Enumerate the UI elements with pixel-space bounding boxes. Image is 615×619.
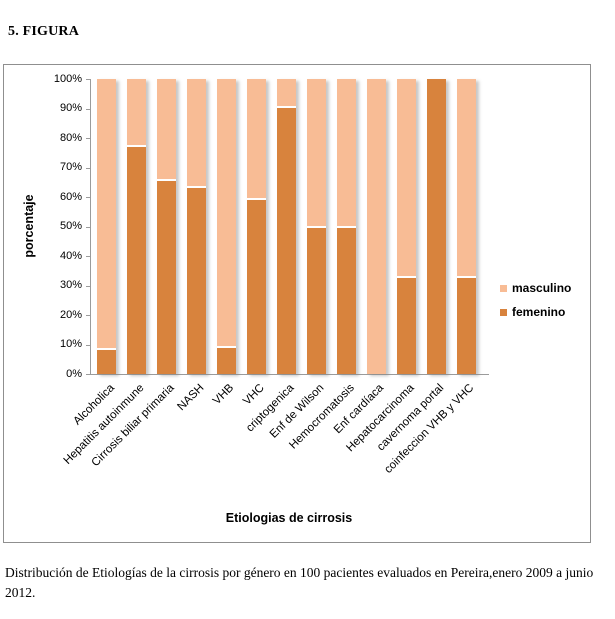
bar	[187, 79, 206, 374]
bar-segment-masculino	[307, 79, 326, 226]
y-tick-mark	[86, 344, 90, 346]
legend-marker-icon	[500, 308, 507, 316]
bar-segment-femenino	[307, 226, 326, 374]
y-tick-mark	[86, 108, 90, 110]
bar-segment-masculino	[157, 79, 176, 179]
bar	[367, 79, 386, 374]
bar-segment-masculino	[367, 79, 386, 374]
bar	[157, 79, 176, 374]
bar-segment-femenino	[187, 186, 206, 374]
legend-label: femenino	[512, 305, 566, 319]
y-tick-label: 100%	[53, 72, 82, 85]
bar-segment-femenino	[397, 276, 416, 374]
bar-segment-masculino	[397, 79, 416, 276]
bar-segment-femenino	[247, 198, 266, 374]
chart: porcentaje Etiologias de cirrosis mascul…	[3, 64, 591, 543]
bar-segment-masculino	[457, 79, 476, 276]
bar	[97, 79, 116, 374]
y-tick-label: 80%	[59, 131, 82, 144]
legend-item: femenino	[500, 305, 571, 319]
bar-segment-masculino	[247, 79, 266, 198]
bar	[427, 79, 446, 374]
bar-segment-femenino	[427, 79, 446, 374]
y-tick-mark	[86, 138, 90, 139]
bar-segment-femenino	[337, 226, 356, 374]
y-tick-mark	[86, 167, 90, 169]
y-tick-label: 0%	[66, 367, 82, 380]
x-tick-label: NASH	[175, 382, 207, 414]
bar	[397, 79, 416, 374]
bar	[247, 79, 266, 374]
bar-segment-femenino	[157, 179, 176, 374]
bar-segment-femenino	[217, 346, 236, 374]
y-tick-label: 70%	[59, 161, 82, 173]
bar-segment-masculino	[217, 79, 236, 346]
bar-segment-masculino	[127, 79, 146, 145]
bar-segment-masculino	[277, 79, 296, 106]
x-axis-title: Etiologias de cirrosis	[225, 511, 353, 525]
bar-segment-femenino	[457, 276, 476, 374]
y-tick-label: 60%	[59, 190, 82, 203]
y-tick-label: 50%	[59, 220, 82, 232]
bar-segment-masculino	[187, 79, 206, 186]
y-tick-mark	[86, 79, 90, 80]
y-tick-label: 20%	[59, 308, 82, 321]
bar	[307, 79, 326, 374]
legend: masculino femenino	[500, 281, 571, 329]
y-tick-label: 90%	[59, 102, 82, 114]
bar-segment-femenino	[97, 348, 116, 374]
plot-area	[90, 79, 489, 375]
bar-segment-femenino	[127, 145, 146, 374]
legend-item: masculino	[500, 281, 571, 295]
y-tick-label: 10%	[59, 338, 82, 350]
bar-segment-masculino	[337, 79, 356, 226]
legend-marker-icon	[500, 284, 507, 292]
x-tick-label: VHC	[240, 382, 267, 408]
y-tick-mark	[86, 256, 90, 257]
figure-label: 5. FIGURA	[8, 24, 80, 39]
y-tick-mark	[86, 226, 90, 228]
caption: Distribución de Etiologías de la cirrosi…	[5, 564, 594, 600]
bar-segment-femenino	[277, 106, 296, 374]
bar	[337, 79, 356, 374]
y-tick-label: 40%	[59, 249, 82, 262]
bar-segment-masculino	[97, 79, 116, 348]
bar	[217, 79, 236, 374]
bar	[457, 79, 476, 374]
y-tick-mark	[86, 285, 90, 287]
y-tick-mark	[86, 197, 90, 198]
x-tick-label: VHB	[211, 382, 237, 408]
y-tick-mark	[86, 315, 90, 316]
bar	[127, 79, 146, 374]
legend-label: masculino	[512, 281, 572, 295]
y-tick-mark	[86, 374, 90, 375]
bar	[277, 79, 296, 374]
y-tick-label: 30%	[59, 279, 82, 291]
